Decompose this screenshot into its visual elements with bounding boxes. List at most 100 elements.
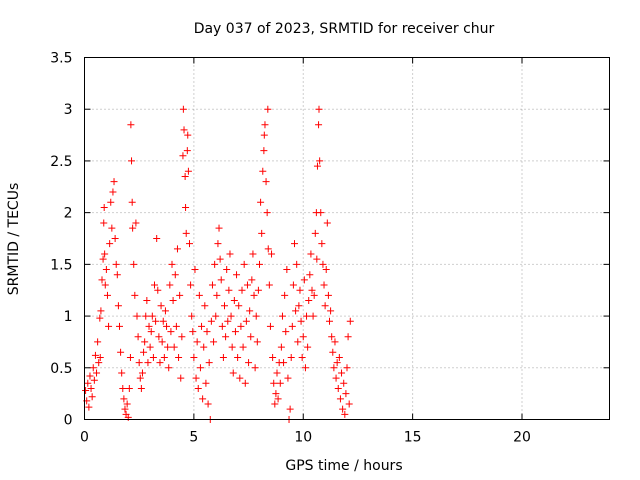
data-point — [284, 374, 292, 382]
data-point — [227, 312, 235, 320]
data-point — [163, 322, 171, 330]
data-point — [332, 374, 340, 382]
data-point — [241, 379, 249, 387]
data-point — [166, 281, 174, 289]
data-point — [315, 105, 323, 113]
data-point — [85, 403, 93, 411]
data-point — [195, 291, 203, 299]
data-point — [101, 281, 109, 289]
data-point — [211, 260, 219, 268]
data-point — [324, 291, 332, 299]
data-point — [147, 328, 155, 336]
data-point — [229, 369, 237, 377]
data-point — [131, 291, 139, 299]
data-point — [260, 147, 268, 155]
data-point — [265, 281, 273, 289]
data-point — [273, 369, 281, 377]
data-point — [235, 302, 243, 310]
data-point — [175, 353, 183, 361]
data-point — [144, 359, 152, 367]
data-point — [270, 379, 278, 387]
data-point — [236, 374, 244, 382]
data-point — [102, 266, 110, 274]
data-point — [224, 317, 232, 325]
data-point — [230, 297, 238, 305]
data-point — [215, 224, 223, 232]
data-point — [310, 291, 318, 299]
data-point — [328, 333, 336, 341]
data-point — [298, 353, 306, 361]
data-point — [333, 359, 341, 367]
data-point — [148, 312, 156, 320]
data-point — [303, 312, 311, 320]
data-point — [344, 333, 352, 341]
data-point — [133, 312, 141, 320]
data-point — [289, 281, 297, 289]
data-point — [181, 172, 189, 180]
data-point — [128, 198, 136, 206]
data-point — [189, 328, 197, 336]
data-point — [286, 405, 294, 413]
data-point — [178, 333, 186, 341]
data-point — [137, 384, 145, 392]
grid — [84, 57, 610, 420]
data-point — [95, 359, 103, 367]
data-point — [203, 328, 211, 336]
data-point — [154, 286, 162, 294]
data-point — [253, 338, 261, 346]
data-point — [258, 229, 266, 237]
data-point — [305, 297, 313, 305]
data-point — [105, 322, 113, 330]
data-point — [159, 317, 167, 325]
data-point — [250, 291, 258, 299]
data-point — [106, 240, 114, 248]
data-point — [123, 400, 131, 408]
data-point — [260, 131, 268, 139]
data-point — [330, 364, 338, 372]
data-point — [82, 387, 90, 395]
data-point — [319, 260, 327, 268]
y-axis-label: SRMTID / TECUs — [6, 183, 22, 296]
data-point — [243, 281, 251, 289]
data-point — [177, 374, 185, 382]
data-point — [269, 353, 277, 361]
data-point — [158, 338, 166, 346]
data-point — [291, 240, 298, 248]
data-point — [254, 286, 262, 294]
data-point — [264, 245, 272, 253]
data-point — [188, 312, 196, 320]
data-point — [153, 235, 161, 242]
data-point — [108, 224, 116, 232]
data-point — [321, 302, 329, 310]
data-point — [128, 157, 136, 165]
data-point — [134, 333, 142, 341]
data-point — [205, 359, 213, 367]
data-point — [88, 393, 96, 401]
data-point — [101, 250, 109, 258]
data-point — [99, 255, 107, 263]
y-tick-label: 1 — [64, 309, 73, 325]
data-point — [93, 369, 101, 377]
data-point — [136, 374, 144, 382]
y-tick-label: 3.5 — [50, 51, 72, 67]
data-point — [252, 312, 260, 320]
data-point — [168, 260, 176, 268]
data-point — [266, 322, 274, 330]
data-point — [322, 266, 330, 274]
data-point — [338, 369, 346, 377]
data-point — [295, 302, 303, 310]
data-point — [293, 260, 301, 268]
data-point — [283, 266, 291, 274]
data-point — [193, 338, 201, 346]
data-point — [239, 343, 247, 351]
data-point — [208, 281, 216, 289]
data-point — [152, 317, 160, 325]
data-point — [277, 343, 285, 351]
data-point — [248, 276, 256, 284]
data-points — [82, 105, 354, 423]
data-point — [182, 229, 190, 237]
data-point — [259, 167, 267, 175]
data-point — [340, 379, 348, 387]
data-point — [251, 364, 259, 372]
